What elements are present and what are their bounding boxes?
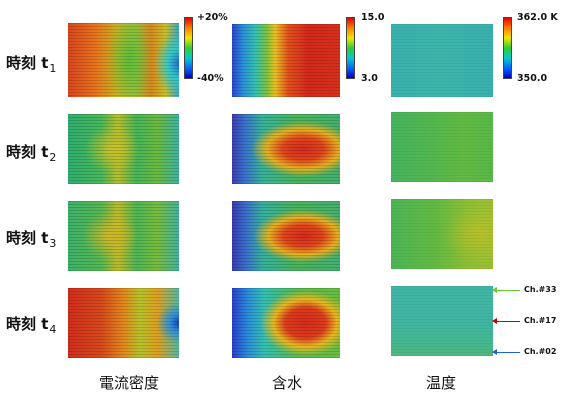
row-label-t2: 時刻 t2 <box>6 143 57 164</box>
channel-17-arrow <box>492 318 520 324</box>
channel-02-arrow <box>492 349 520 355</box>
water-map-t1 <box>232 24 340 97</box>
temperature-colorbar <box>503 17 512 79</box>
water-colorbar <box>346 17 355 79</box>
current-density-map-t4 <box>68 288 179 358</box>
current-density-map-t2 <box>68 114 179 184</box>
water-max-label: 15.0 <box>361 12 385 23</box>
current-density-max-label: +20% <box>197 12 228 23</box>
row-label-t1: 時刻 t1 <box>6 54 57 75</box>
temperature-map-t3 <box>391 199 493 269</box>
channel-02-label: Ch.#02 <box>524 347 557 356</box>
water-map-t4 <box>232 288 340 358</box>
current-density-map-t3 <box>68 201 179 271</box>
current-density-colorbar <box>184 17 193 79</box>
row-label-t4: 時刻 t4 <box>6 315 57 336</box>
row-label-t3: 時刻 t3 <box>6 229 57 250</box>
water-min-label: 3.0 <box>361 73 378 84</box>
column-label-current-density: 電流密度 <box>98 374 160 392</box>
channel-33-label: Ch.#33 <box>524 285 557 294</box>
channel-33-arrow <box>492 287 520 293</box>
temperature-min-label: 350.0 <box>517 73 548 84</box>
current-density-map-t1 <box>68 23 179 97</box>
temperature-map-t4 <box>391 286 493 356</box>
column-label-water: 含水 <box>271 374 303 392</box>
current-density-min-label: -40% <box>197 73 224 84</box>
channel-17-label: Ch.#17 <box>524 316 557 325</box>
water-map-t3 <box>232 201 340 271</box>
column-label-temperature: 温度 <box>425 374 457 392</box>
water-map-t2 <box>232 114 340 184</box>
temperature-max-label: 362.0 K <box>517 12 558 23</box>
temperature-map-t2 <box>391 112 493 182</box>
temperature-map-t1 <box>391 24 493 97</box>
